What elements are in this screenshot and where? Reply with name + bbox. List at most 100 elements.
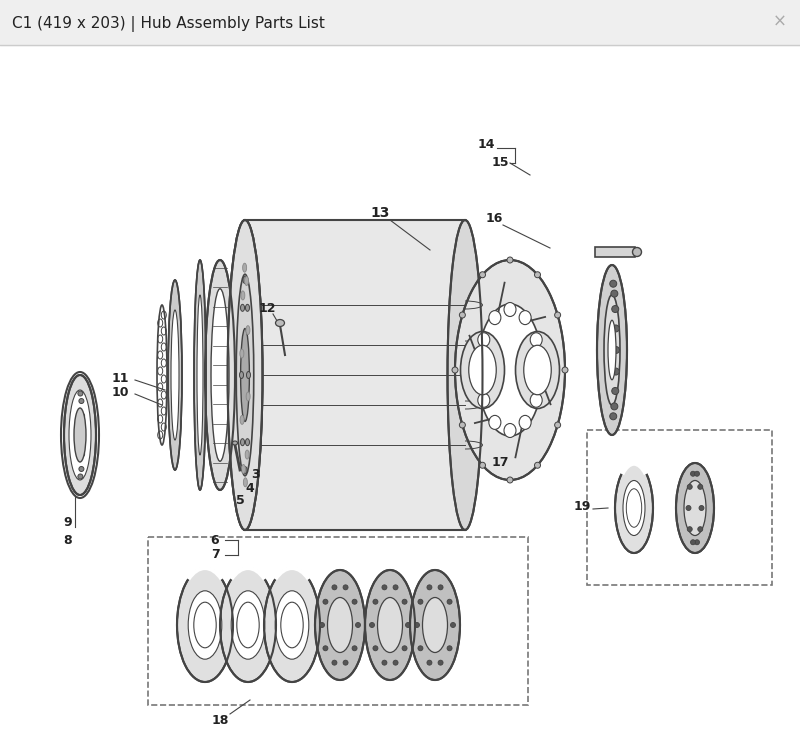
Ellipse shape (554, 312, 561, 318)
Text: 8: 8 (64, 533, 72, 547)
Ellipse shape (315, 570, 365, 680)
Ellipse shape (469, 345, 496, 394)
Ellipse shape (246, 439, 250, 446)
Ellipse shape (188, 591, 222, 659)
Ellipse shape (612, 305, 618, 313)
Ellipse shape (534, 363, 546, 377)
Ellipse shape (504, 424, 516, 437)
Ellipse shape (373, 599, 378, 604)
Ellipse shape (365, 570, 415, 680)
Ellipse shape (477, 304, 543, 436)
Text: 3: 3 (250, 469, 259, 482)
Ellipse shape (427, 660, 432, 665)
Text: 16: 16 (486, 211, 502, 224)
Ellipse shape (410, 570, 460, 680)
Ellipse shape (275, 591, 309, 659)
Ellipse shape (698, 526, 702, 532)
Ellipse shape (698, 484, 702, 489)
Bar (595, 247, 635, 257)
Text: 18: 18 (211, 713, 229, 727)
Ellipse shape (227, 220, 262, 530)
Ellipse shape (177, 568, 233, 682)
Ellipse shape (612, 388, 618, 394)
Ellipse shape (461, 332, 505, 409)
Ellipse shape (241, 291, 245, 300)
Ellipse shape (690, 540, 695, 544)
Ellipse shape (694, 471, 699, 476)
Ellipse shape (507, 257, 513, 263)
Ellipse shape (604, 295, 620, 405)
Ellipse shape (427, 585, 432, 590)
Ellipse shape (233, 441, 238, 445)
Ellipse shape (323, 599, 328, 604)
Ellipse shape (168, 280, 182, 470)
Ellipse shape (447, 220, 482, 530)
Ellipse shape (515, 332, 559, 409)
Ellipse shape (422, 598, 447, 652)
Ellipse shape (418, 599, 423, 604)
Text: 10: 10 (111, 386, 129, 398)
Ellipse shape (613, 346, 619, 353)
Ellipse shape (246, 371, 250, 379)
Ellipse shape (220, 568, 276, 682)
Ellipse shape (554, 422, 561, 428)
Ellipse shape (438, 660, 443, 665)
Ellipse shape (474, 363, 486, 377)
Ellipse shape (242, 464, 246, 473)
Ellipse shape (370, 622, 374, 628)
Ellipse shape (236, 274, 254, 476)
Ellipse shape (489, 416, 501, 430)
Ellipse shape (623, 481, 645, 536)
Bar (245, 220, 465, 530)
Ellipse shape (450, 622, 455, 628)
Ellipse shape (79, 466, 84, 472)
Ellipse shape (69, 390, 91, 480)
Ellipse shape (690, 471, 695, 476)
Ellipse shape (246, 304, 250, 311)
Ellipse shape (447, 599, 452, 604)
Ellipse shape (615, 463, 653, 553)
Text: 15: 15 (491, 155, 509, 169)
Text: 12: 12 (258, 302, 276, 314)
Text: 9: 9 (64, 517, 72, 530)
Ellipse shape (327, 598, 353, 652)
Text: 19: 19 (574, 500, 590, 514)
Ellipse shape (478, 393, 490, 407)
Ellipse shape (79, 398, 84, 404)
Ellipse shape (530, 393, 542, 407)
Ellipse shape (699, 506, 704, 511)
Ellipse shape (64, 375, 96, 495)
Ellipse shape (78, 391, 83, 396)
Ellipse shape (459, 422, 466, 428)
Ellipse shape (478, 333, 490, 346)
Ellipse shape (414, 622, 419, 628)
Ellipse shape (694, 540, 699, 544)
Ellipse shape (393, 585, 398, 590)
Ellipse shape (611, 403, 618, 410)
Ellipse shape (519, 416, 531, 430)
Ellipse shape (78, 474, 83, 479)
Ellipse shape (684, 481, 706, 536)
Ellipse shape (610, 413, 617, 420)
Ellipse shape (519, 310, 531, 325)
Ellipse shape (378, 598, 402, 652)
Ellipse shape (240, 349, 244, 358)
Ellipse shape (323, 646, 328, 651)
Ellipse shape (534, 462, 541, 468)
Ellipse shape (319, 622, 325, 628)
Ellipse shape (352, 599, 357, 604)
Ellipse shape (489, 310, 501, 325)
Ellipse shape (382, 660, 387, 665)
Ellipse shape (406, 622, 410, 628)
Text: 7: 7 (210, 548, 219, 562)
Ellipse shape (402, 599, 407, 604)
Ellipse shape (459, 312, 466, 318)
Ellipse shape (343, 660, 348, 665)
Ellipse shape (194, 260, 206, 490)
Ellipse shape (246, 392, 250, 401)
Ellipse shape (352, 646, 357, 651)
Ellipse shape (382, 585, 387, 590)
Ellipse shape (246, 326, 250, 334)
Ellipse shape (687, 526, 692, 532)
Ellipse shape (332, 660, 337, 665)
